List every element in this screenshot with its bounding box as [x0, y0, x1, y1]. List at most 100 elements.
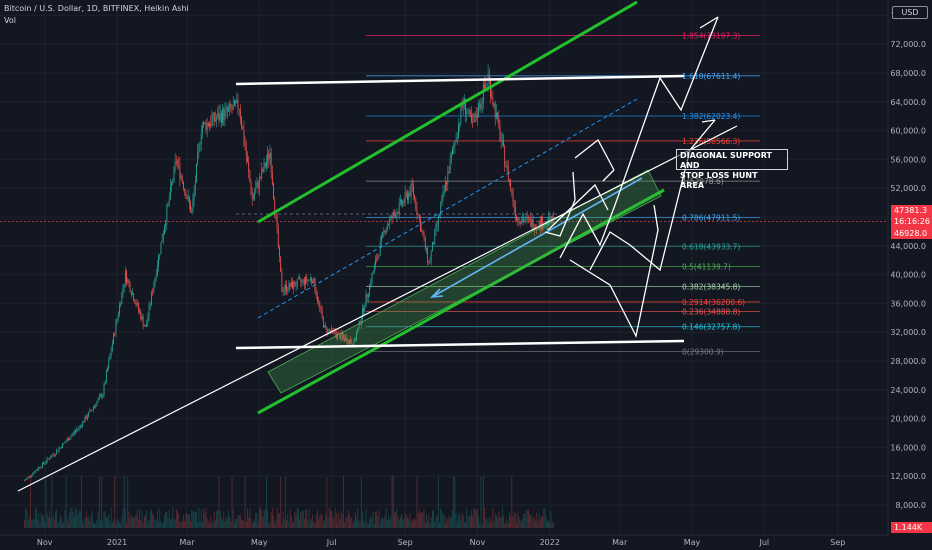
volume-bar — [149, 511, 151, 528]
candle-body — [369, 284, 370, 295]
candle-body — [522, 219, 523, 222]
volume-bar — [331, 511, 333, 528]
volume-bar — [390, 516, 392, 528]
candle-body — [161, 239, 163, 243]
candle-body — [26, 478, 28, 480]
volume-bar — [251, 523, 253, 528]
candle-body — [194, 182, 196, 191]
candle-body — [442, 191, 444, 198]
candles — [24, 64, 554, 482]
price-tick-label: 64,000.0 — [890, 98, 926, 107]
candle-body — [127, 279, 129, 283]
candle-body — [356, 333, 357, 341]
volume-bar — [82, 520, 84, 528]
volume-bar — [241, 519, 242, 528]
volume-bar — [512, 516, 514, 528]
candle-body — [135, 303, 137, 305]
volume-bar — [234, 523, 235, 528]
volume-bar — [388, 515, 389, 528]
candle-body — [27, 476, 29, 479]
volume-bar — [287, 514, 289, 528]
volume-bar — [225, 516, 227, 528]
candle-body — [452, 148, 453, 155]
volume-bar — [26, 509, 28, 528]
candle-body — [62, 443, 63, 448]
volume-bar — [276, 507, 278, 528]
volume-bar — [463, 522, 465, 528]
fib-level-label: 0.618(43933.7) — [682, 242, 740, 251]
candle-body — [245, 148, 247, 157]
candle-body — [201, 126, 203, 133]
candle-body — [206, 122, 208, 131]
candle-body — [234, 100, 235, 106]
candle-body — [223, 109, 225, 120]
volume-bar — [480, 477, 482, 528]
volume-bar — [490, 517, 491, 528]
volume-bar — [267, 510, 269, 528]
support-level-line — [235, 339, 685, 350]
volume-bar — [299, 519, 301, 528]
volume-bar — [175, 509, 177, 528]
last-price-tag: 47381.3 16:16:26 — [891, 205, 932, 229]
candle-body — [293, 281, 295, 289]
volume-bar — [85, 510, 87, 528]
volume-bar — [255, 512, 257, 528]
candle-body — [485, 84, 487, 89]
candle-body — [188, 196, 190, 204]
volume-bar — [120, 523, 122, 528]
time-tick-label: May — [684, 538, 701, 547]
currency-button[interactable]: USD — [892, 6, 928, 19]
candle-body — [193, 190, 195, 200]
candle-body — [116, 318, 118, 323]
volume-bar — [134, 516, 136, 528]
volume-bar — [220, 517, 222, 528]
volume-bar — [84, 516, 86, 528]
volume-bar — [179, 521, 181, 528]
volume-bar — [314, 522, 316, 528]
candle-body — [216, 118, 218, 120]
volume-bar — [107, 516, 108, 528]
candle-body — [453, 145, 455, 149]
volume-bar — [499, 516, 501, 528]
drawings[interactable] — [0, 0, 888, 492]
candle-body — [121, 292, 123, 305]
candle-body — [105, 371, 107, 383]
volume-bar — [312, 514, 314, 528]
volume-bar — [78, 509, 80, 528]
volume-bar — [280, 477, 282, 528]
volume-bars — [24, 476, 554, 528]
candle-body — [64, 442, 66, 444]
candle-body — [81, 425, 82, 427]
candle-body — [461, 106, 463, 108]
candle-body — [76, 429, 78, 431]
fib-level-label: 0.786(47911.5) — [682, 214, 740, 223]
volume-bar — [506, 519, 508, 528]
candle-body — [430, 251, 432, 261]
candle-body — [43, 462, 44, 464]
fib-level-label: 0(29300.9) — [682, 348, 724, 357]
candle-body — [308, 279, 310, 281]
volume-bar — [467, 516, 469, 528]
volume-bar — [230, 520, 232, 528]
candle-body — [458, 124, 459, 137]
annotation-text-box[interactable]: DIAGONAL SUPPORT AND STOP LOSS HUNT AREA — [676, 149, 788, 190]
volume-bar — [109, 521, 111, 528]
candle-body — [300, 278, 302, 283]
volume-bar — [24, 519, 26, 528]
time-axis[interactable]: Nov 2021 Mar May Jul Sep Nov 2022 Mar May Jul Sep — [0, 534, 888, 547]
candle-body — [41, 462, 43, 467]
price-axis[interactable]: 8,000.0 12,000.0 16,000.0 20,000.0 24,000.0 2… — [887, 0, 932, 550]
candle-body — [165, 223, 167, 228]
candle-body — [249, 171, 251, 182]
volume-bar — [87, 516, 88, 528]
volume-bar — [544, 508, 546, 528]
volume-bar — [308, 509, 310, 528]
fib-level-label: 0.5(41139.7) — [682, 262, 731, 271]
volume-bar — [460, 520, 462, 528]
candle-body — [88, 412, 90, 417]
candle-body — [85, 416, 87, 419]
volume-bar — [484, 507, 485, 528]
candle-body — [55, 454, 56, 455]
volume-bar — [132, 517, 133, 528]
